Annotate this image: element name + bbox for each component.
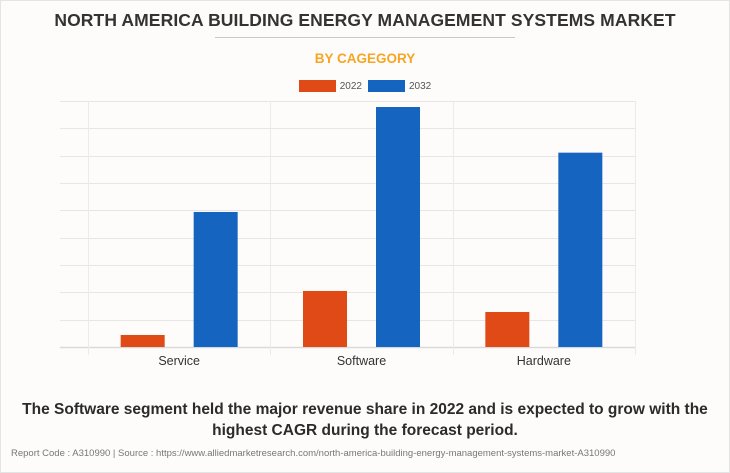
legend-label-2022: 2022 [339,80,362,92]
bar-hardware-2022[interactable] [485,312,530,347]
legend-swatch-2022 [298,80,336,92]
bar-service-2032[interactable] [193,211,238,347]
x-tick-label: Hardware [517,354,571,368]
bar-software-2022[interactable] [303,290,347,347]
chart-title: NORTH AMERICA BUILDING ENERGY MANAGEMENT… [54,10,676,30]
bar-software-2032[interactable] [376,107,420,347]
bar-service-2022[interactable] [120,334,165,347]
title-divider [215,37,515,38]
chart-subtitle: BY CAGEGORY [314,51,416,66]
bar-hardware-2032[interactable] [558,152,603,347]
legend-item-2022[interactable]: 2022 [298,80,362,92]
legend: 2022 2032 [0,80,730,92]
gridlines [60,101,636,355]
x-tick-label: Software [337,354,386,368]
summary-note: The Software segment held the major reve… [22,401,708,439]
x-tick-label: Service [158,354,200,368]
legend-item-2032[interactable]: 2032 [368,80,431,92]
legend-swatch-2032 [368,80,405,92]
source-line: Report Code : A310990 | Source : https:/… [11,448,616,459]
bars [120,107,603,347]
legend-label-2032: 2032 [409,80,432,92]
x-axis-labels: Service Software Hardware [158,354,571,368]
